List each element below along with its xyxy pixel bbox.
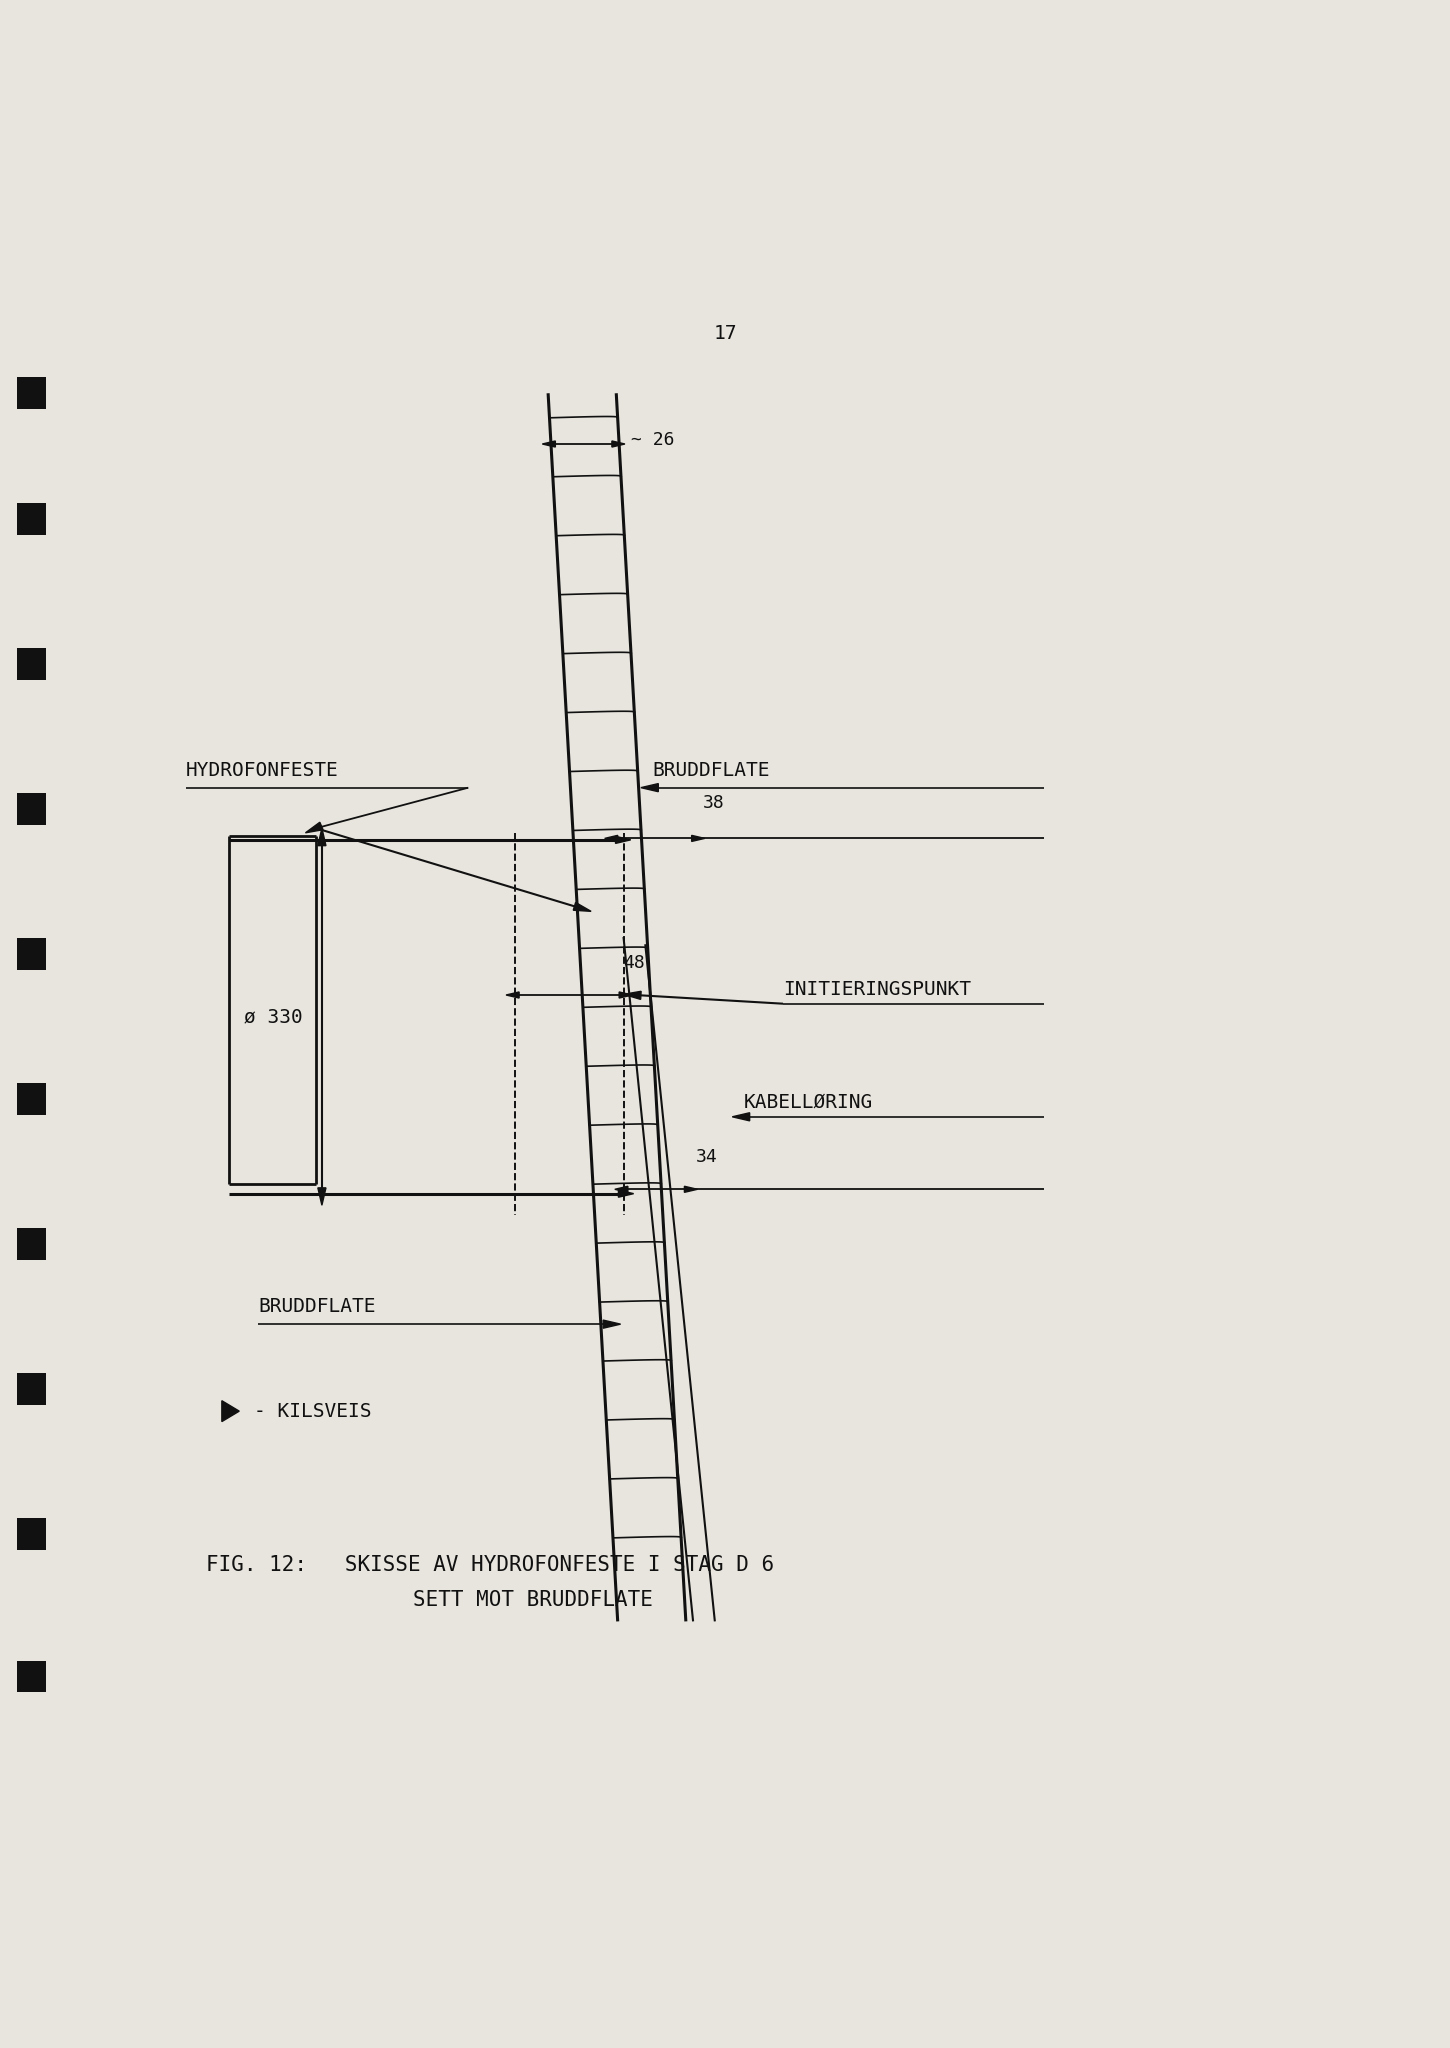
Bar bbox=[17, 1518, 46, 1550]
Bar bbox=[17, 649, 46, 680]
Text: SETT MOT BRUDDFLATE: SETT MOT BRUDDFLATE bbox=[413, 1589, 652, 1610]
Text: INITIERINGSPUNKT: INITIERINGSPUNKT bbox=[783, 979, 972, 999]
Bar bbox=[17, 938, 46, 971]
Bar bbox=[17, 1374, 46, 1405]
Bar bbox=[17, 1083, 46, 1116]
Bar bbox=[17, 377, 46, 410]
Polygon shape bbox=[506, 991, 519, 997]
Text: BRUDDFLATE: BRUDDFLATE bbox=[652, 760, 770, 780]
Polygon shape bbox=[612, 440, 625, 446]
Bar bbox=[17, 504, 46, 535]
Text: 17: 17 bbox=[713, 324, 737, 344]
Text: HYDROFONFESTE: HYDROFONFESTE bbox=[186, 760, 338, 780]
Polygon shape bbox=[605, 836, 618, 842]
Polygon shape bbox=[619, 991, 632, 997]
Text: FIG. 12:   SKISSE AV HYDROFONFESTE I STAG D 6: FIG. 12: SKISSE AV HYDROFONFESTE I STAG … bbox=[206, 1554, 774, 1575]
Text: ø 330: ø 330 bbox=[244, 1008, 303, 1026]
Text: BRUDDFLATE: BRUDDFLATE bbox=[258, 1296, 376, 1317]
Text: 38: 38 bbox=[703, 795, 725, 813]
Polygon shape bbox=[318, 1188, 326, 1206]
Text: 34: 34 bbox=[696, 1149, 718, 1165]
Text: 48: 48 bbox=[624, 954, 645, 973]
Bar bbox=[17, 1661, 46, 1692]
Polygon shape bbox=[684, 1186, 697, 1192]
Polygon shape bbox=[603, 1321, 621, 1329]
Polygon shape bbox=[732, 1112, 750, 1120]
Polygon shape bbox=[318, 827, 326, 846]
Bar bbox=[17, 1229, 46, 1260]
Polygon shape bbox=[618, 1190, 634, 1198]
Polygon shape bbox=[306, 821, 323, 834]
Bar bbox=[17, 793, 46, 825]
Polygon shape bbox=[641, 784, 658, 793]
Text: - KILSVEIS: - KILSVEIS bbox=[254, 1401, 371, 1421]
Polygon shape bbox=[624, 991, 641, 999]
Polygon shape bbox=[692, 836, 705, 842]
Polygon shape bbox=[542, 440, 555, 446]
Text: ~ 26: ~ 26 bbox=[631, 430, 674, 449]
Polygon shape bbox=[615, 836, 631, 844]
Polygon shape bbox=[222, 1401, 239, 1421]
Polygon shape bbox=[573, 903, 592, 911]
Polygon shape bbox=[615, 1186, 628, 1192]
Text: KABELLØRING: KABELLØRING bbox=[744, 1094, 873, 1112]
